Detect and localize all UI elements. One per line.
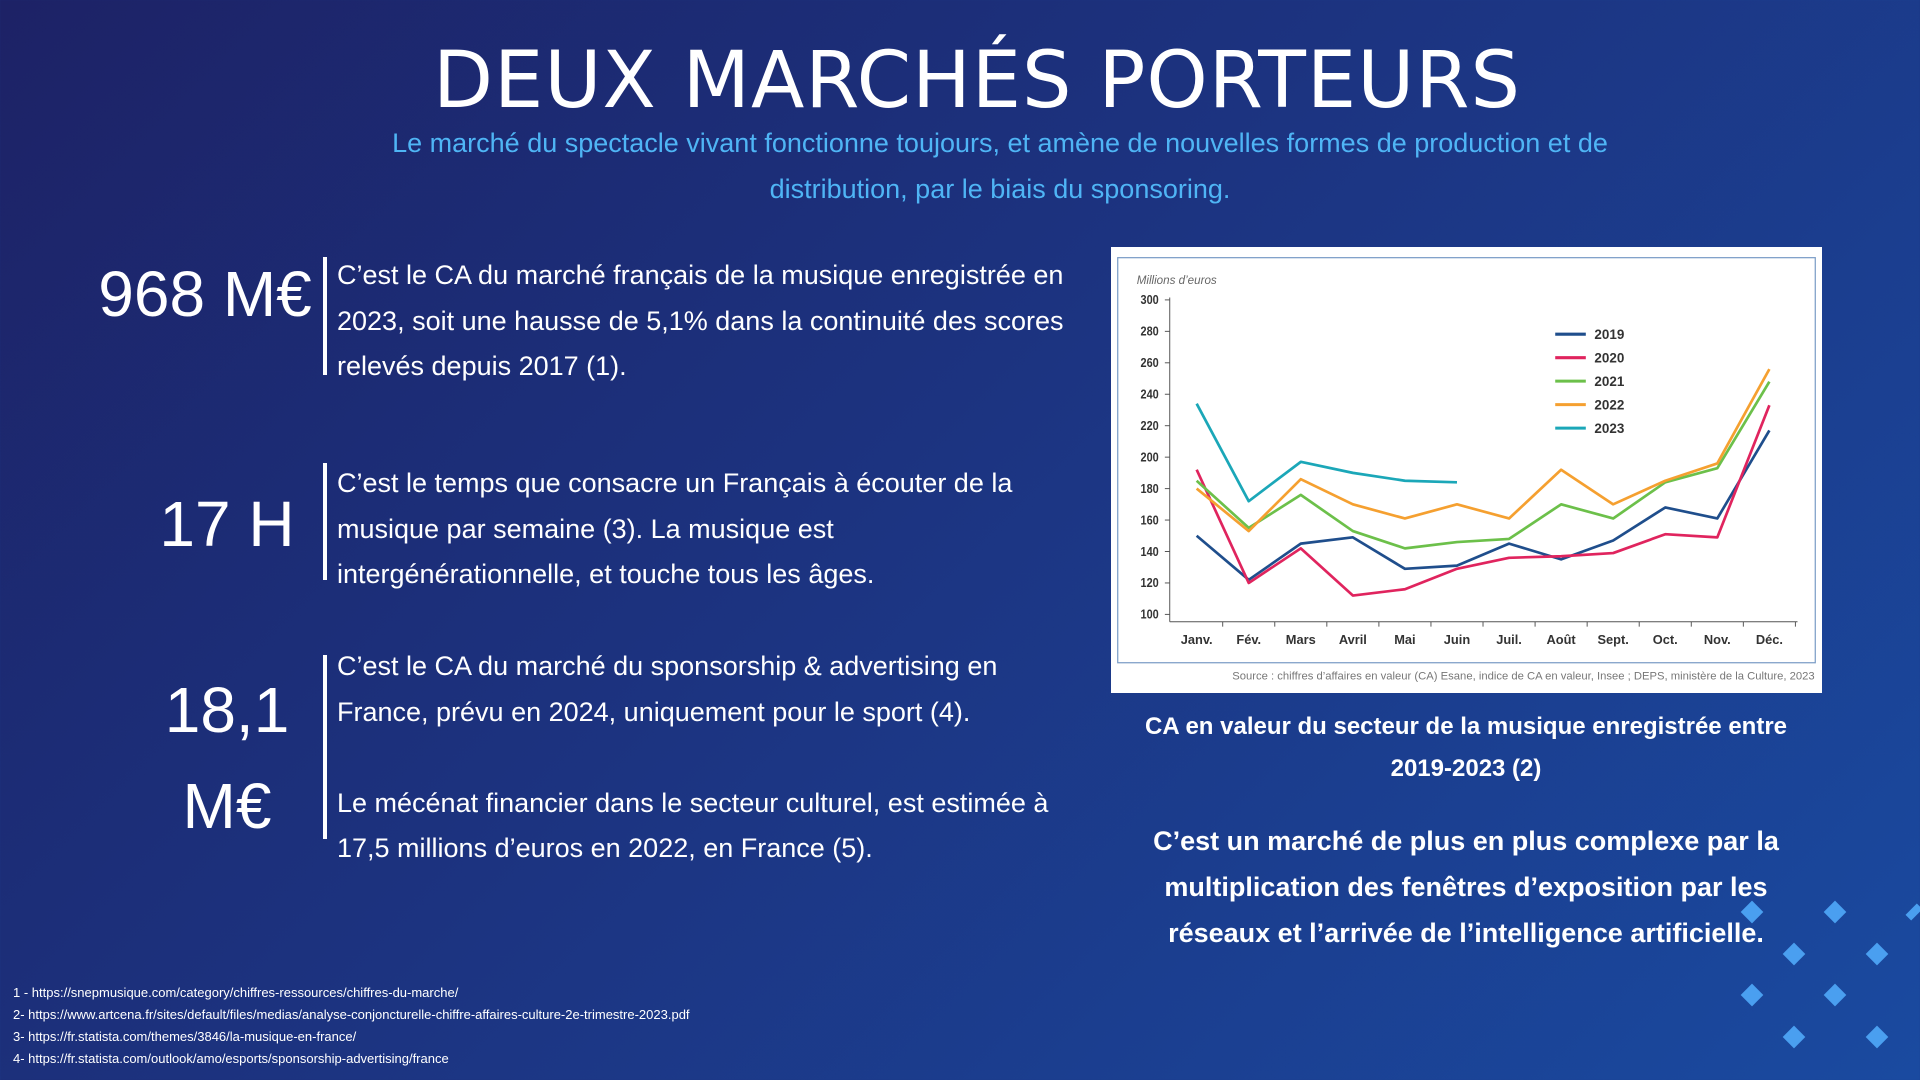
series-line bbox=[1195, 380, 1771, 550]
y-tick-label: 220 bbox=[1141, 418, 1160, 433]
x-tick-label: Sept. bbox=[1597, 632, 1628, 647]
footnotes: 1 - https://snepmusique.com/category/chi… bbox=[13, 982, 690, 1070]
stat-text: C’est le CA du marché français de la mus… bbox=[337, 253, 1067, 390]
x-tick-label: Avril bbox=[1339, 632, 1367, 647]
stat-paragraph: C’est le CA du marché du sponsorship & a… bbox=[337, 651, 998, 727]
decoration bbox=[1905, 903, 1920, 921]
footnote: 2- https://www.artcena.fr/sites/default/… bbox=[13, 1007, 690, 1022]
stat-text: C’est le temps que consacre un Français … bbox=[337, 461, 1067, 598]
stat-divider bbox=[323, 655, 327, 839]
subtitle: Le marché du spectacle vivant fonctionne… bbox=[392, 128, 1608, 204]
y-tick-label: 100 bbox=[1141, 607, 1160, 622]
legend-label: 2021 bbox=[1594, 374, 1624, 389]
series-line bbox=[1195, 403, 1458, 503]
series-line bbox=[1195, 404, 1771, 597]
x-tick-label: Janv. bbox=[1181, 632, 1213, 647]
legend-label: 2022 bbox=[1594, 398, 1624, 413]
decoration bbox=[1823, 983, 1847, 1007]
series-line bbox=[1195, 368, 1771, 533]
decoration bbox=[1823, 900, 1847, 924]
x-tick-label: Fév. bbox=[1236, 632, 1261, 647]
legend-label: 2023 bbox=[1594, 421, 1624, 436]
decoration bbox=[1782, 1025, 1806, 1049]
footnote: 1 - https://snepmusique.com/category/chi… bbox=[13, 985, 459, 1000]
conclusion: C’est un marché de plus en plus complexe… bbox=[1153, 826, 1779, 948]
legend-label: 2019 bbox=[1594, 327, 1624, 342]
chart-image: Millions d’euros Source : chiffres d’aff… bbox=[1111, 247, 1822, 693]
stat-paragraph: C’est le CA du marché français de la mus… bbox=[337, 260, 1064, 381]
decoration bbox=[1865, 942, 1889, 966]
stat-divider bbox=[323, 463, 327, 580]
x-tick-label: Juin bbox=[1444, 632, 1471, 647]
stat-figure: 17 H bbox=[159, 488, 295, 560]
legend-label: 2020 bbox=[1594, 351, 1624, 366]
x-tick-label: Mai bbox=[1394, 632, 1415, 647]
y-tick-label: 280 bbox=[1141, 324, 1160, 339]
stat-figure: 18,1 M€ bbox=[164, 674, 290, 842]
chart-frame bbox=[1117, 257, 1816, 664]
y-axis-label: Millions d’euros bbox=[1137, 274, 1217, 287]
x-tick-label: Nov. bbox=[1704, 632, 1731, 647]
line-chart: Millions d’euros Source : chiffres d’aff… bbox=[1117, 257, 1816, 682]
stat-paragraph: C’est le temps que consacre un Français … bbox=[337, 468, 1013, 589]
y-tick-label: 120 bbox=[1141, 575, 1160, 590]
x-tick-label: Juil. bbox=[1496, 632, 1522, 647]
y-tick-label: 200 bbox=[1141, 450, 1160, 465]
stat-figure: 968 M€ bbox=[98, 258, 312, 330]
footnote: 3- https://fr.statista.com/themes/3846/l… bbox=[13, 1029, 357, 1044]
x-tick-label: Août bbox=[1547, 632, 1577, 647]
source: Source : chiffres d’affaires en valeur (… bbox=[1232, 670, 1814, 682]
footnote: 4- https://fr.statista.com/outlook/amo/e… bbox=[13, 1051, 449, 1066]
stat-divider bbox=[323, 257, 327, 375]
y-tick-label: 240 bbox=[1141, 387, 1160, 402]
stat-text: C’est le CA du marché du sponsorship & a… bbox=[337, 644, 1067, 872]
stat-paragraph: Le mécénat financier dans le secteur cul… bbox=[337, 787, 1049, 864]
decoration bbox=[1740, 983, 1764, 1007]
decoration bbox=[1865, 1025, 1889, 1049]
series-line bbox=[1195, 429, 1771, 582]
y-tick-label: 160 bbox=[1141, 512, 1160, 527]
x-tick-label: Oct. bbox=[1653, 632, 1678, 647]
y-tick-label: 140 bbox=[1141, 544, 1160, 559]
chart-caption: CA en valeur du secteur de la musique en… bbox=[1145, 713, 1787, 782]
title: DEUX MARCHÉS PORTEURS bbox=[432, 36, 1521, 126]
y-tick-label: 260 bbox=[1141, 355, 1160, 370]
y-tick-label: 180 bbox=[1141, 481, 1160, 496]
x-tick-label: Mars bbox=[1286, 632, 1316, 647]
x-tick-label: Déc. bbox=[1756, 632, 1783, 647]
y-tick-label: 300 bbox=[1141, 292, 1160, 307]
